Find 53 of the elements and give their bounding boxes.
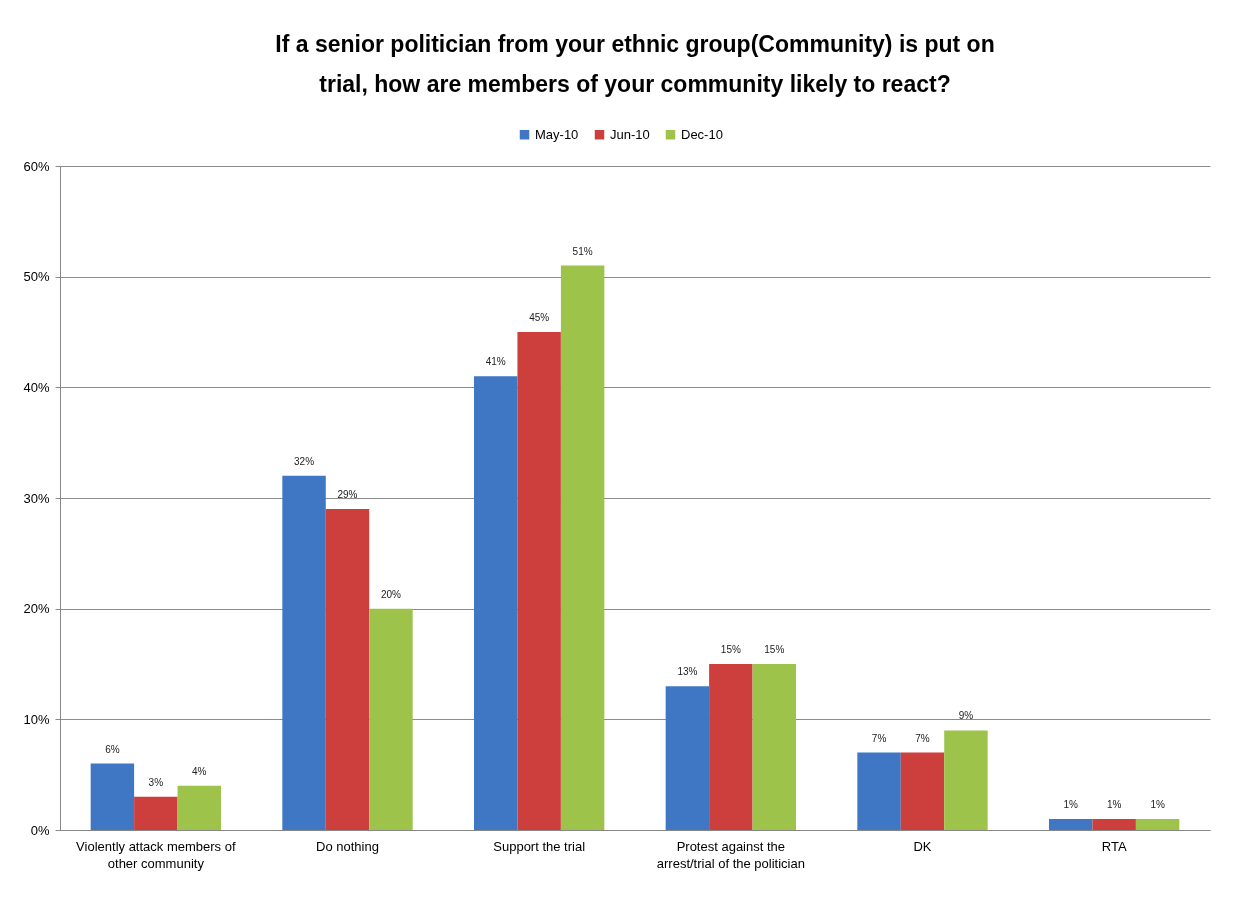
x-tick-label: RTA [1101, 838, 1127, 854]
y-tick-label: 0% [30, 822, 50, 838]
data-label: 4% [192, 765, 207, 777]
bar [560, 265, 605, 830]
bar [752, 664, 796, 830]
data-label: 1% [1063, 798, 1079, 810]
bar [900, 752, 945, 830]
bar [474, 376, 518, 830]
y-tick-label: 30% [23, 490, 50, 506]
x-tick-label: Protest against the arrest/trial of the politician [656, 838, 805, 871]
bar [325, 509, 370, 830]
bar [90, 763, 135, 830]
data-label: 1% [1106, 798, 1122, 810]
bar [857, 752, 901, 830]
y-tick-label: 60% [23, 158, 50, 174]
bar [1135, 818, 1180, 830]
data-label: 9% [958, 710, 974, 722]
data-label: 20% [380, 588, 402, 600]
data-label: 13% [677, 666, 698, 678]
bar [177, 785, 221, 830]
x-tick-label: Violently attack members of other community [76, 838, 236, 871]
data-label: 45% [529, 312, 550, 323]
x-tick-label: Do nothing [316, 838, 379, 854]
y-tick-label: 10% [23, 711, 50, 727]
data-label: 15% [764, 644, 785, 655]
bar [369, 608, 413, 830]
bar [1092, 818, 1136, 830]
y-tick-label: 40% [23, 379, 50, 395]
data-label: 1% [1150, 798, 1165, 810]
data-label: 15% [720, 644, 741, 655]
bar [1049, 818, 1093, 830]
data-label: 29% [337, 489, 358, 501]
bar [134, 796, 178, 830]
data-label: 41% [485, 356, 506, 368]
legend-label: Jun-10 [610, 126, 650, 142]
x-tick-label: DK [913, 838, 932, 854]
x-tick-label: Support the trial [493, 838, 586, 854]
data-label: 6% [105, 743, 120, 755]
data-label: 3% [148, 776, 164, 788]
bar [517, 332, 561, 830]
legend-label: May-10 [535, 126, 579, 142]
data-label: 7% [915, 732, 930, 744]
legend-label: Dec-10 [681, 126, 723, 142]
bar [282, 475, 326, 830]
y-tick-label: 20% [23, 601, 50, 617]
data-label: 51% [572, 245, 593, 257]
chart-title: If a senior politician from your ethnic group(Community) is put on trial, how are members of your community likely to react? [275, 31, 995, 97]
bar [944, 730, 988, 830]
bar [665, 686, 710, 830]
bar [709, 664, 753, 830]
data-label: 7% [871, 732, 887, 744]
y-tick-label: 50% [23, 269, 50, 285]
data-label: 32% [294, 455, 315, 467]
